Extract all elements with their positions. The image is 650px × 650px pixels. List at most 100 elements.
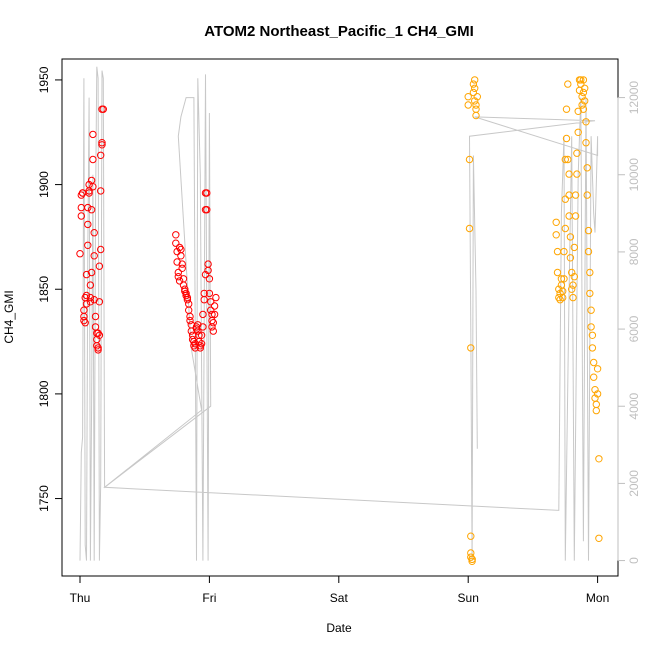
data-point xyxy=(553,268,562,277)
data-point xyxy=(468,557,476,565)
data-point xyxy=(82,300,91,308)
data-point xyxy=(84,220,92,229)
data-point xyxy=(86,298,95,306)
data-point xyxy=(581,97,589,105)
data-point xyxy=(582,139,590,147)
data-point xyxy=(186,312,194,321)
data-point xyxy=(570,243,578,252)
data-point xyxy=(94,346,102,354)
data-point xyxy=(186,316,194,325)
data-point xyxy=(97,187,105,195)
data-point xyxy=(209,327,218,335)
data-point xyxy=(564,155,572,164)
data-point xyxy=(561,195,569,203)
data-point xyxy=(173,247,181,256)
data-point xyxy=(573,149,581,157)
data-point xyxy=(569,281,577,289)
y-tick-label-left: 1800 xyxy=(37,380,51,407)
data-point xyxy=(564,80,572,88)
data-point xyxy=(178,260,186,268)
data-point xyxy=(568,285,576,293)
data-point xyxy=(465,155,474,164)
data-point xyxy=(76,250,84,258)
data-point xyxy=(175,243,184,252)
data-point xyxy=(95,331,104,339)
data-point xyxy=(560,275,568,283)
data-point xyxy=(86,281,95,289)
data-point xyxy=(465,224,474,233)
y-tick-label-right: 12000 xyxy=(627,81,641,115)
data-point xyxy=(471,84,479,93)
data-point xyxy=(89,183,97,191)
data-point xyxy=(97,245,105,254)
data-point xyxy=(205,275,214,283)
y-tick-label-right: 8000 xyxy=(627,238,641,265)
data-point xyxy=(468,555,476,563)
data-point xyxy=(90,229,98,237)
data-point xyxy=(561,155,569,164)
data-point xyxy=(579,105,588,113)
data-point xyxy=(565,170,573,178)
data-point xyxy=(582,118,590,126)
data-point xyxy=(562,105,571,113)
data-point xyxy=(174,268,183,277)
data-point xyxy=(89,155,97,164)
data-point xyxy=(212,293,220,302)
data-point xyxy=(89,130,97,139)
data-point xyxy=(90,252,98,260)
data-point xyxy=(199,310,207,319)
data-point xyxy=(95,298,104,306)
y-tick-label-right: 4000 xyxy=(627,393,641,420)
data-point xyxy=(203,189,211,197)
data-point xyxy=(203,206,211,214)
data-point xyxy=(464,101,472,109)
data-point xyxy=(77,212,86,220)
data-point xyxy=(464,93,472,101)
data-point xyxy=(95,262,104,270)
data-point xyxy=(91,312,100,321)
data-point xyxy=(569,293,577,302)
data-point xyxy=(178,264,186,272)
data-point xyxy=(197,331,206,339)
data-point xyxy=(552,231,560,239)
y-tick-label-right: 0 xyxy=(627,557,641,564)
data-point xyxy=(584,247,593,256)
data-point xyxy=(172,239,180,247)
data-point xyxy=(560,247,568,256)
data-point xyxy=(557,275,566,283)
data-point xyxy=(81,319,89,327)
data-point xyxy=(208,323,216,331)
data-point xyxy=(587,323,595,331)
y-tick-label-left: 1900 xyxy=(37,171,51,198)
data-point xyxy=(77,191,86,199)
data-point xyxy=(583,164,591,172)
x-tick-label: Thu xyxy=(70,591,91,605)
data-point xyxy=(99,105,108,113)
y-tick-label-left: 1850 xyxy=(37,276,51,303)
data-point xyxy=(200,289,208,298)
data-point xyxy=(593,365,602,373)
data-point xyxy=(561,224,569,233)
data-point xyxy=(199,323,207,331)
data-point xyxy=(595,455,603,463)
data-point xyxy=(84,241,92,250)
data-point xyxy=(210,310,219,319)
data-point xyxy=(209,319,218,327)
y-tick-label-right: 2000 xyxy=(627,470,641,497)
data-point xyxy=(98,139,106,147)
data-point xyxy=(573,170,581,178)
data-point xyxy=(590,373,598,381)
data-point xyxy=(581,84,589,93)
data-point xyxy=(467,532,475,540)
data-point xyxy=(577,76,585,84)
y-tick-label-left: 1950 xyxy=(37,66,51,93)
data-point xyxy=(587,306,595,314)
data-point xyxy=(173,258,181,266)
data-point xyxy=(196,342,205,350)
data-point xyxy=(207,306,215,314)
data-point xyxy=(571,212,580,220)
data-point xyxy=(472,111,480,120)
data-point xyxy=(82,291,91,300)
data-point xyxy=(571,191,580,199)
